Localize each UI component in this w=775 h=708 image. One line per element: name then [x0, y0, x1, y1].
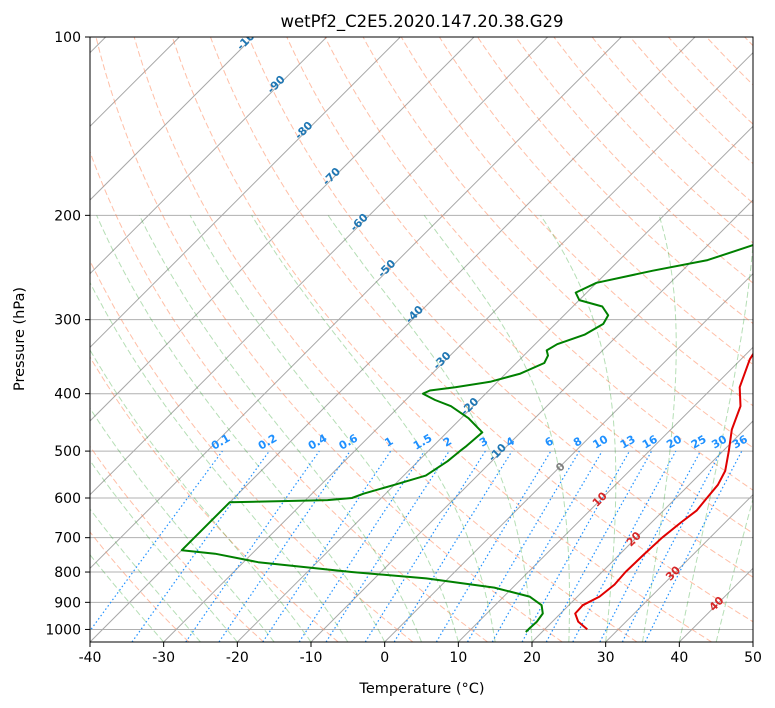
moist-adiabat — [90, 508, 201, 642]
y-axis-title: Pressure (hPa) — [12, 287, 28, 391]
x-axis-title: Temperature (°C) — [358, 681, 484, 697]
mixing-ratio-line — [545, 450, 653, 642]
x-tick-label: -10 — [300, 650, 323, 666]
y-tick-label: 600 — [54, 491, 81, 507]
sounding-profiles — [180, 243, 753, 633]
mixing-ratio-line — [185, 450, 320, 642]
isotherm-line — [236, 125, 753, 642]
mixing-ratio-line — [393, 450, 513, 642]
moist-adiabat — [540, 215, 617, 642]
isotherm-line — [90, 37, 254, 201]
x-tick-label: 40 — [670, 650, 688, 666]
moist-adiabat — [678, 238, 753, 642]
temperature-profile — [574, 352, 753, 631]
dry-adiabats — [90, 37, 753, 642]
isotherm-line — [90, 37, 401, 349]
dry-adiabat — [362, 37, 753, 449]
dry-adiabat — [477, 37, 753, 325]
mixing-ratio-line — [572, 450, 677, 642]
isotherm-line — [457, 346, 753, 642]
x-tick-label: -30 — [152, 650, 175, 666]
moist-adiabat — [642, 215, 677, 642]
dry-adiabat — [133, 37, 638, 642]
moist-adiabat — [715, 496, 753, 642]
pressure-gridlines — [90, 37, 753, 630]
moist-adiabat — [90, 349, 312, 642]
dewpoint-profile — [180, 243, 753, 633]
moist-adiabat — [90, 281, 349, 642]
y-tick-label: 400 — [54, 387, 81, 403]
mixing-ratio-line — [435, 450, 552, 642]
x-tick-label: -40 — [79, 650, 102, 666]
mixing-ratio-line — [491, 450, 603, 642]
moist-adiabat — [90, 553, 165, 642]
mixing-ratio-line — [364, 450, 486, 642]
x-tick-label: -20 — [226, 650, 249, 666]
mixing-ratio-lines — [90, 450, 743, 642]
dry-adiabat — [90, 259, 414, 642]
dry-adiabat — [90, 531, 190, 642]
isotherm-line — [531, 420, 753, 642]
mixing-ratio-line — [131, 450, 270, 642]
plot-area: 0.1 0.2 0.4 0.6 1 1.5 2 3 4 6 8 10 13 16 20 25 30 36-100-… — [90, 37, 753, 642]
moist-adiabat — [90, 459, 238, 642]
mixing-ratio-line — [466, 450, 580, 642]
plot-frame — [89, 36, 754, 643]
y-tick-label: 500 — [54, 444, 81, 460]
isotherm-line — [163, 51, 753, 642]
moist-adiabat — [189, 215, 459, 642]
mixing-ratio-line — [90, 450, 223, 632]
isotherm-line — [90, 37, 549, 496]
y-tick-label: 900 — [54, 595, 81, 611]
dry-adiabat — [90, 150, 488, 642]
isotherm-line — [90, 37, 475, 422]
y-axis: 100 200 300 400 500 600 700 800 900 1000 — [45, 30, 90, 638]
y-tick-label: 1000 — [45, 622, 81, 638]
chart-title: wetPf2_C2E5.2020.147.20.38.G29 — [280, 12, 563, 32]
dry-adiabat — [90, 356, 339, 642]
y-tick-label: 700 — [54, 531, 81, 547]
dry-adiabat — [95, 37, 563, 642]
dry-adiabat — [248, 37, 753, 578]
isotherm-line — [605, 493, 753, 642]
dry-adiabat — [210, 37, 753, 623]
moist-adiabat — [138, 215, 422, 642]
y-tick-label: 100 — [54, 30, 81, 46]
dry-adiabat — [324, 37, 753, 491]
dry-adiabat — [286, 37, 753, 534]
x-tick-label: 20 — [523, 650, 541, 666]
isotherm-line — [90, 37, 328, 275]
dry-adiabat — [438, 37, 753, 366]
y-tick-label: 200 — [54, 208, 81, 224]
moist-adiabat — [90, 407, 275, 642]
y-tick-label: 300 — [54, 313, 81, 329]
mixing-ratio-line — [325, 450, 450, 642]
mixing-ratio-line — [521, 450, 631, 642]
dry-adiabat — [400, 37, 753, 407]
x-tick-label: 50 — [744, 650, 762, 666]
x-tick-label: 0 — [380, 650, 389, 666]
y-tick-label: 800 — [54, 565, 81, 581]
mixing-ratio-line — [218, 450, 351, 642]
dry-adiabat — [515, 37, 753, 284]
x-tick-label: 30 — [597, 650, 615, 666]
dry-adiabat — [591, 37, 753, 204]
moist-adiabat — [251, 215, 496, 642]
isotherm-line — [384, 272, 753, 642]
isotherm-line — [90, 37, 622, 570]
x-axis: -40 -30 -20 -10 0 10 20 30 40 50 — [79, 642, 762, 666]
dry-adiabat — [553, 37, 753, 244]
dry-adiabat — [629, 37, 753, 165]
x-tick-label: 10 — [449, 650, 467, 666]
